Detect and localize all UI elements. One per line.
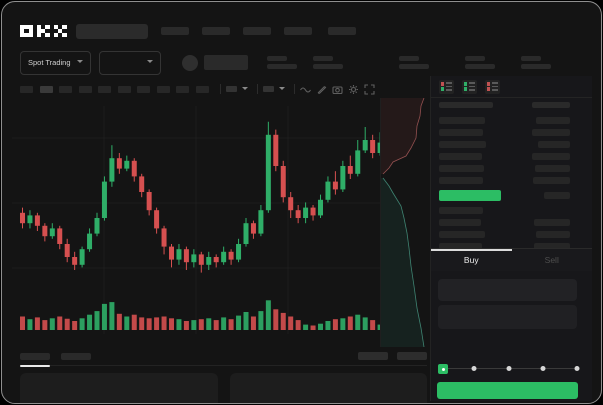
pair-select[interactable]: [98, 50, 161, 75]
chevron-down-icon: [76, 60, 83, 65]
timeframe-button-2-selected[interactable]: [39, 85, 53, 93]
timeframe-button-4[interactable]: [78, 85, 92, 93]
pencil-icon[interactable]: [316, 84, 327, 95]
nav-item-2[interactable]: [201, 27, 230, 35]
depth-chart-panel[interactable]: [380, 97, 430, 348]
depth-chart: [381, 97, 425, 348]
bottom-filter-button-2[interactable]: [397, 352, 427, 360]
bottom-tab-1-active[interactable]: [20, 352, 50, 367]
stat-24h-volume: [520, 56, 551, 69]
stat-last-price: [266, 56, 297, 69]
bottom-tab-2[interactable]: [61, 352, 91, 360]
timeframe-button-3[interactable]: [59, 85, 72, 93]
timeframe-button-5[interactable]: [98, 85, 111, 93]
orderbook-header-row: [439, 102, 570, 110]
timeframe-button-9[interactable]: [176, 85, 189, 93]
stat-24h-low: [464, 56, 495, 69]
market-type-label: Spot Trading: [28, 58, 71, 67]
okx-logo: [20, 24, 67, 38]
chevron-down-icon: [146, 60, 153, 65]
chevron-down-icon[interactable]: [278, 86, 285, 92]
nav-item-5[interactable]: [327, 27, 356, 35]
chevron-down-icon[interactable]: [241, 86, 248, 92]
logo-letter-k: [36, 24, 50, 38]
candlestick-chart-area[interactable]: [12, 98, 383, 348]
bid-row[interactable]: [439, 216, 570, 228]
book-asks-icon[interactable]: [485, 79, 500, 94]
price-input[interactable]: [438, 279, 577, 301]
nav-item-1[interactable]: [160, 27, 189, 35]
order-side-tabs: Buy Sell: [431, 248, 592, 271]
toolbar-divider: [220, 84, 221, 94]
buy-submit-button[interactable]: [437, 382, 578, 399]
candlestick-chart[interactable]: [12, 98, 383, 348]
toolbar-divider: [294, 84, 295, 94]
book-all-icon[interactable]: [439, 79, 454, 94]
toolbar-divider: [257, 84, 258, 94]
logo-letter-o: [20, 24, 33, 38]
logo-letter-x: [53, 24, 67, 38]
timeframe-button-7[interactable]: [137, 85, 150, 93]
tab-buy[interactable]: Buy: [431, 249, 512, 271]
orderbook-layout-switcher: [431, 76, 592, 98]
indicator-button[interactable]: [263, 86, 274, 92]
ask-row[interactable]: [439, 138, 570, 150]
ask-row[interactable]: [439, 150, 570, 162]
last-price-badge: [439, 189, 501, 201]
amount-slider[interactable]: [438, 363, 580, 374]
bid-row[interactable]: [439, 204, 570, 216]
tab-sell[interactable]: Sell: [544, 255, 559, 265]
orderbook-rows: [439, 114, 570, 252]
pair-name-placeholder: [203, 55, 248, 70]
market-type-select[interactable]: Spot Trading: [20, 50, 91, 75]
nav-item-3[interactable]: [242, 27, 271, 35]
ask-row[interactable]: [439, 162, 570, 174]
bid-row[interactable]: [439, 228, 570, 240]
slider-stop-25[interactable]: [471, 366, 477, 371]
top-navigation-bar: [20, 22, 587, 40]
market-info-bar: Spot Trading: [20, 50, 587, 75]
stat-24h-high: [398, 56, 429, 69]
orderbook-panel: Buy Sell: [430, 76, 592, 401]
chart-toolbar: [20, 82, 424, 96]
bid-row[interactable]: [439, 240, 570, 252]
slider-stop-100[interactable]: [574, 366, 580, 371]
last-price-row: [439, 186, 570, 204]
slider-stop-75[interactable]: [540, 366, 546, 371]
search-input[interactable]: [75, 23, 148, 39]
coin-avatar: [181, 54, 198, 71]
ask-row[interactable]: [439, 174, 570, 186]
bottom-panel-right: [230, 373, 427, 403]
bottom-tabs-bar: [20, 347, 427, 367]
stat-24h-change: [312, 56, 343, 69]
ask-row[interactable]: [439, 114, 570, 126]
timeframe-button-10[interactable]: [195, 85, 209, 93]
gear-icon[interactable]: [348, 84, 359, 95]
ask-row[interactable]: [439, 126, 570, 138]
price-side-placeholder: [544, 191, 570, 199]
nav-item-4[interactable]: [283, 27, 312, 35]
timeframe-button-8[interactable]: [156, 85, 170, 93]
timeframe-button-6[interactable]: [117, 85, 131, 93]
camera-icon[interactable]: [332, 84, 343, 95]
fullscreen-icon[interactable]: [364, 83, 375, 95]
slider-handle[interactable]: [438, 364, 448, 374]
timeframe-button-1[interactable]: [20, 85, 33, 93]
chart-type-button[interactable]: [226, 86, 237, 92]
bottom-panel-left: [20, 373, 218, 403]
bottom-filter-button-1[interactable]: [358, 352, 388, 360]
amount-input[interactable]: [438, 305, 577, 329]
book-bids-icon[interactable]: [462, 79, 477, 94]
wave-icon[interactable]: [300, 84, 311, 95]
slider-stop-50[interactable]: [506, 366, 511, 371]
